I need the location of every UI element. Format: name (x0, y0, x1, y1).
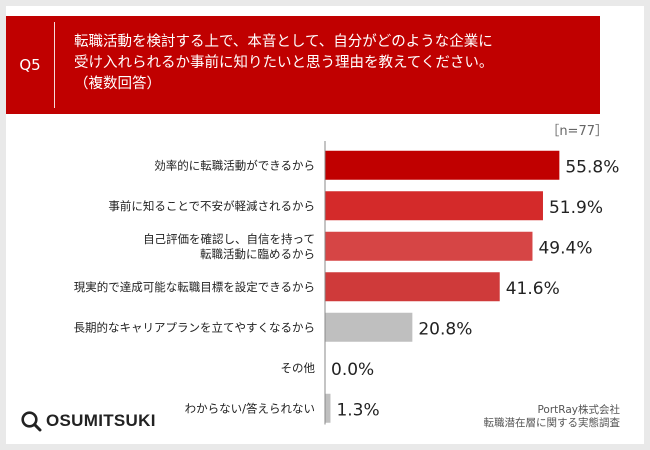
survey-card: Q5 転職活動を検討する上で、本音として、自分がどのような企業に 受け入れられる… (6, 6, 644, 444)
bar-2 (325, 231, 533, 261)
value-label-2: 49.4% (538, 238, 592, 258)
category-label-4: 長期的なキャリアプランを立てやすくなるから (74, 320, 316, 334)
bar-0 (325, 150, 560, 180)
category-label-0: 効率的に転職活動ができるから (154, 158, 315, 172)
bar-6 (325, 393, 331, 423)
bar-chart: 55.8% 効率的に転職活動ができるから 51.9% 事前に知ることで不安が軽減される… (74, 141, 619, 425)
header-divider (54, 22, 55, 108)
source-company: PortRay株式会社 (537, 404, 620, 416)
question-header: Q5 転職活動を検討する上で、本音として、自分がどのような企業に 受け入れられる… (6, 16, 600, 114)
sample-size: ［n=77］ (546, 124, 608, 139)
value-label-5: 0.0% (331, 360, 374, 380)
category-label-1: 事前に知ることで不安が軽減されるから (108, 199, 315, 213)
company-logo: OSUMITSUKI (20, 410, 156, 432)
logo-text: OSUMITSUKI (46, 411, 156, 430)
category-label-3: 現実的で達成可能な転職目標を設定できるから (74, 280, 315, 294)
question-number: Q5 (19, 56, 41, 74)
bar-4 (325, 312, 413, 342)
question-line-2: 受け入れられるか事前に知りたいと思う理由を教えてください。 (74, 55, 494, 71)
category-label-2: 自己評価を確認し、自信を持って転職活動に臨めるから (143, 232, 315, 261)
question-line-1: 転職活動を検討する上で、本音として、自分がどのような企業に (74, 34, 493, 50)
search-magnifier-icon (21, 411, 42, 432)
bar-3 (325, 272, 500, 302)
question-text: 転職活動を検討する上で、本音として、自分がどのような企業に 受け入れられるか事前… (74, 32, 594, 95)
value-label-3: 41.6% (506, 279, 560, 299)
source-survey: 転職潜在層に関する実態調査 (483, 417, 621, 429)
value-label-4: 20.8% (418, 319, 472, 339)
value-label-0: 55.8% (565, 157, 619, 177)
question-line-3: （複数回答） (74, 76, 161, 92)
value-label-6: 1.3% (336, 400, 379, 420)
bar-1 (325, 191, 543, 221)
source-credit: PortRay株式会社 転職潜在層に関する実態調査 (484, 404, 621, 430)
category-label-6: わからない/答えられない (185, 401, 315, 415)
category-label-5: その他 (281, 361, 316, 375)
value-label-1: 51.9% (549, 198, 603, 218)
